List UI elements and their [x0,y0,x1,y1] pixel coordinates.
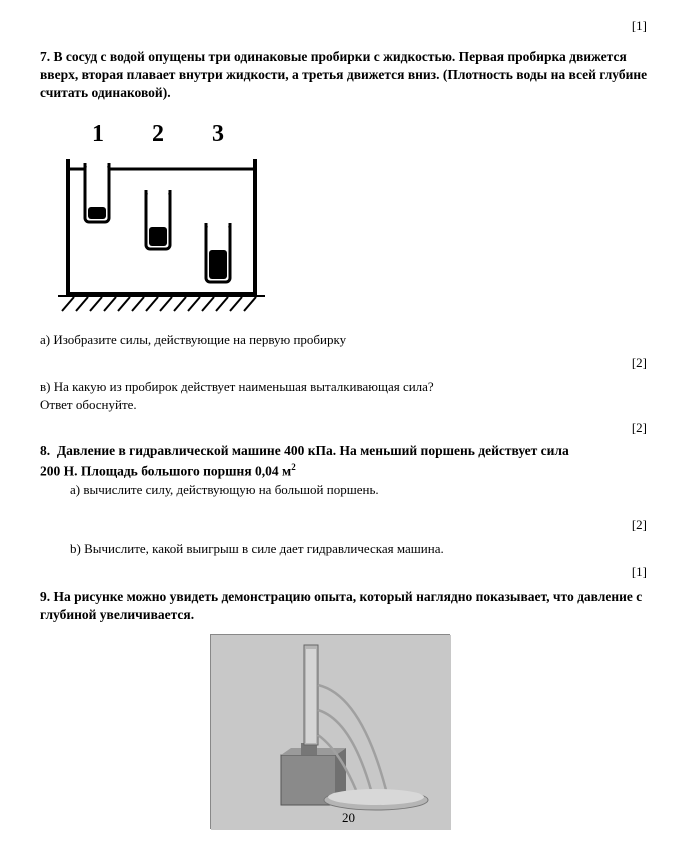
q8-number: 8. [40,443,50,458]
q7-diagram: 1 2 3 [50,119,657,324]
q8-a-score: [2] [40,517,657,533]
q7-v2: Ответ обоснуйте. [40,397,657,414]
q9-image [210,634,450,829]
q7-v: в) На какую из пробирок действует наимен… [40,379,657,396]
q8-b-score: [1] [40,564,657,580]
q8-b: b) Вычислите, какой выигрыш в силе дает … [70,541,657,558]
q7-text: В сосуд с водой опущены три одинаковые п… [40,49,647,100]
q8-a: a) вычислите силу, действующую на большо… [70,482,657,499]
q8-header: 8. Давление в гидравлической машине 400 … [40,442,657,480]
q7-header: 7. В сосуд с водой опущены три одинаковы… [40,48,657,103]
q7-v-score: [2] [40,420,657,436]
q8-text2: 200 Н. Площадь большого поршня 0,04 м [40,463,291,478]
q9-number: 9. [40,589,50,604]
q8-text1: Давление в гидравлической машине 400 кПа… [57,443,569,458]
q9-header: 9. На рисунке можно увидеть демонстрацию… [40,588,657,624]
q7-number: 7. [40,49,50,64]
q8-sup: 2 [291,462,296,472]
svg-text:2: 2 [152,121,164,147]
q7-a: а) Изобразите силы, действующие на перву… [40,332,657,349]
svg-text:1: 1 [92,121,104,147]
q7-a-score: [2] [40,355,657,371]
page-number: 20 [0,810,697,826]
top-score-mark: [1] [40,18,657,34]
q9-text: На рисунке можно увидеть демонстрацию оп… [40,589,642,622]
svg-text:3: 3 [212,121,224,147]
